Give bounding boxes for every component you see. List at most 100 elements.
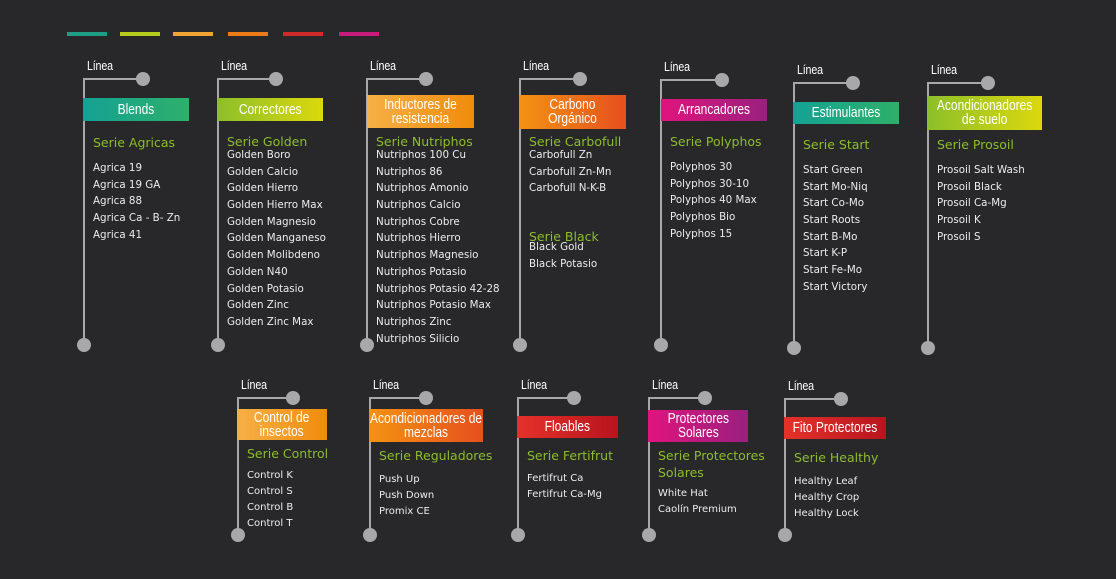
product-item[interactable]: Golden Zinc Max (227, 315, 314, 328)
product-item[interactable]: Start Co-Mo (803, 197, 865, 210)
product-item[interactable]: Agrica 41 (93, 228, 143, 241)
product-item[interactable]: Golden Zinc (227, 299, 289, 312)
product-item[interactable]: Fertifrut Ca (527, 473, 584, 484)
product-item[interactable]: Start Mo-Niq (803, 180, 868, 193)
product-item[interactable]: Carbofull Zn (529, 149, 593, 161)
series-name[interactable]: Serie Prosoil (937, 136, 1014, 153)
series-name[interactable]: Serie Control (247, 445, 328, 462)
series-name[interactable]: Serie Polyphos (670, 133, 762, 150)
line-title-banner[interactable]: Blends (83, 98, 189, 121)
product-item[interactable]: Prosoil Ca-Mg (937, 197, 1007, 210)
product-item[interactable]: Prosoil S (937, 230, 981, 243)
product-item[interactable]: Polyphos 30-10 (670, 177, 750, 190)
product-item[interactable]: Prosoil Salt Wash (937, 164, 1025, 176)
product-item[interactable]: Agrica 88 (93, 195, 143, 208)
product-item[interactable]: Healthy Leaf (794, 476, 858, 487)
product-item[interactable]: Agrica 19 (93, 162, 143, 174)
line-title-banner[interactable]: Correctores (217, 98, 323, 121)
product-item[interactable]: Polyphos 30 (670, 161, 733, 173)
product-item[interactable]: Golden Hierro Max (227, 199, 323, 212)
line-title-1: Acondicionadores (936, 97, 1033, 114)
series-name[interactable]: Serie Agricas (93, 134, 175, 151)
product-item[interactable]: Polyphos 15 (670, 227, 733, 240)
product-item[interactable]: Nutriphos Calcio (376, 199, 461, 212)
product-item[interactable]: Nutriphos Amonio (376, 182, 469, 195)
product-item[interactable]: Start K-P (803, 247, 848, 260)
product-item[interactable]: Agrica Ca - B- Zn (93, 212, 181, 225)
product-item[interactable]: Push Down (379, 490, 435, 501)
product-item[interactable]: Golden N40 (227, 265, 288, 278)
series-name[interactable]: Serie Fertifrut (527, 447, 613, 464)
line-title-banner[interactable]: Protectores Solares (648, 410, 748, 442)
product-item[interactable]: Nutriphos Potasio (376, 265, 467, 278)
product-item[interactable]: Nutriphos 86 (376, 165, 443, 178)
line-title-1: Fito Protectores (792, 419, 878, 436)
product-item[interactable]: Nutriphos Potasio 42-28 (376, 282, 500, 295)
product-item[interactable]: Caolín Premium (658, 504, 737, 515)
product-item[interactable]: Nutriphos Potasio Max (376, 299, 491, 312)
series-name[interactable]: Serie Start (803, 136, 869, 153)
product-item[interactable]: Polyphos 40 Max (670, 194, 757, 207)
product-item[interactable]: Start Fe-Mo (803, 264, 863, 277)
product-item[interactable]: Prosoil K (937, 214, 981, 227)
product-item[interactable]: Golden Boro (227, 149, 291, 161)
product-list: Black Gold Black Potasio (529, 239, 597, 272)
product-item[interactable]: Start Victory (803, 280, 868, 293)
product-item[interactable]: Healthy Crop (794, 492, 860, 503)
product-item[interactable]: Nutriphos 100 Cu (376, 149, 467, 161)
series-name[interactable]: Serie Carbofull (529, 133, 621, 150)
product-item[interactable]: Golden Manganeso (227, 232, 326, 245)
product-item[interactable]: Fertifrut Ca-Mg (527, 489, 602, 500)
product-item[interactable]: Start B-Mo (803, 230, 858, 243)
product-item[interactable]: Push Up (379, 474, 420, 485)
series-name[interactable]: Serie Reguladores (379, 447, 492, 464)
bottom-dot (921, 341, 935, 355)
product-item[interactable]: Carbofull N-K-B (529, 182, 607, 195)
series-name[interactable]: Serie Healthy (794, 449, 878, 466)
product-item[interactable]: Start Roots (803, 214, 861, 227)
line-title-banner[interactable]: Estimulantes (793, 102, 899, 124)
product-item[interactable]: White Hat (658, 488, 708, 499)
line-title-banner[interactable]: Inductores de resistencia (367, 95, 474, 128)
line-title: Floables (545, 419, 590, 434)
series-name[interactable]: Serie Nutriphos (376, 133, 473, 150)
product-item[interactable]: Nutriphos Silicio (376, 332, 460, 345)
product-item[interactable]: Healthy Lock (794, 508, 859, 519)
series-name[interactable]: Serie Protectores Solares (658, 447, 765, 481)
product-item[interactable]: Black Potasio (529, 257, 598, 270)
product-item[interactable]: Promix CE (379, 506, 430, 517)
product-item[interactable]: Polyphos Bio (670, 211, 736, 224)
linea-label: Línea (664, 59, 690, 74)
line-title-banner[interactable]: Arrancadores (661, 99, 767, 121)
product-item[interactable]: Nutriphos Cobre (376, 215, 460, 228)
product-item[interactable]: Nutriphos Magnesio (376, 249, 479, 262)
product-item[interactable]: Carbofull Zn-Mn (529, 165, 612, 178)
line-title-banner[interactable]: Floables (517, 416, 618, 438)
product-item[interactable]: Golden Magnesio (227, 215, 316, 228)
series-name-text: Serie Fertifrut (527, 448, 613, 463)
top-dot (715, 73, 729, 87)
product-item[interactable]: Black Gold (529, 241, 584, 253)
product-item[interactable]: Control T (247, 518, 293, 529)
product-item[interactable]: Control B (247, 502, 294, 513)
product-item[interactable]: Golden Calcio (227, 165, 298, 178)
series-name[interactable]: Serie Black (529, 228, 599, 245)
product-item[interactable]: Agrica 19 GA (93, 178, 161, 191)
line-title-banner[interactable]: Fito Protectores (784, 417, 886, 439)
product-item[interactable]: Nutriphos Hierro (376, 232, 461, 245)
product-item[interactable]: Golden Molibdeno (227, 249, 320, 262)
product-item[interactable]: Control S (247, 486, 293, 497)
product-list: Push Up Push Down Promix CE (379, 472, 434, 520)
bottom-dot (211, 338, 225, 352)
product-item[interactable]: Start Green (803, 164, 863, 176)
product-item[interactable]: Golden Hierro (227, 182, 299, 195)
product-item[interactable]: Golden Potasio (227, 282, 304, 295)
product-item[interactable]: Control K (247, 470, 293, 481)
line-title-banner[interactable]: Carbono Orgánico (519, 95, 626, 129)
product-item[interactable]: Nutriphos Zinc (376, 315, 452, 328)
series-name[interactable]: Serie Golden (227, 133, 307, 150)
line-title-banner[interactable]: Acondicionadores de suelo (927, 96, 1042, 130)
line-title-banner[interactable]: Control de insectos (237, 409, 327, 440)
line-title-banner[interactable]: Acondicionadores de mezclas (369, 409, 483, 442)
product-item[interactable]: Prosoil Black (937, 180, 1002, 193)
